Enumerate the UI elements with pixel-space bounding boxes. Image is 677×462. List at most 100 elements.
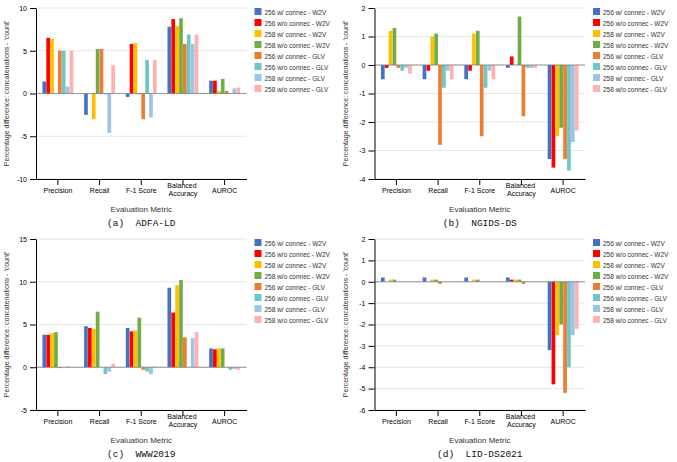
- y-tick-mark: [369, 151, 375, 152]
- bar: [525, 65, 529, 68]
- bar: [567, 65, 571, 170]
- x-tick-label: Balanced Accuracy: [506, 182, 537, 198]
- bar: [171, 19, 175, 93]
- x-tick: AUROC: [212, 179, 237, 194]
- legend-swatch: [593, 283, 600, 290]
- x-axis: PrecisionRecallF-1 ScoreBalanced Accurac…: [37, 410, 248, 429]
- y-tick-mark: [369, 282, 375, 283]
- x-tick: F-1 Score: [464, 410, 495, 425]
- x-tick: Balanced Accuracy: [167, 410, 198, 429]
- y-tick: -3: [359, 343, 374, 350]
- bar: [464, 65, 468, 79]
- x-tick: Precision: [382, 179, 411, 194]
- x-tick: F-1 Score: [126, 179, 157, 194]
- title: (b) NGIDS-DS: [443, 218, 517, 229]
- legend-item: 258 w/ connec - W2V: [593, 30, 665, 38]
- y-tick-label: 5: [23, 321, 27, 328]
- y-tick: 10: [19, 278, 36, 285]
- y-tick-label: -4: [359, 364, 365, 371]
- x-tick-mark: [224, 179, 225, 185]
- bar: [522, 65, 526, 116]
- bar: [430, 37, 434, 66]
- legend-swatch: [255, 305, 262, 312]
- bar: [145, 367, 149, 371]
- x-tick-label-line: Accuracy: [507, 190, 536, 198]
- grid-line: [36, 324, 247, 325]
- grid-line: [36, 93, 247, 94]
- title: (d) LID-DS2021: [437, 449, 523, 460]
- bar: [438, 65, 442, 145]
- legend: 256 w/ connec - W2V256 w/o connec - W2V2…: [255, 8, 331, 93]
- legend-label: 256 w/ connec - GLV: [265, 284, 326, 291]
- legend-item: 256 w/o connec - GLV: [255, 294, 329, 302]
- bar: [480, 65, 484, 136]
- baseline: [375, 281, 586, 282]
- y-tick: -4: [359, 176, 374, 183]
- legend-label: 256 w/o connec - GLV: [265, 64, 329, 71]
- x-axis: PrecisionRecallF-1 ScoreBalanced Accurac…: [37, 179, 248, 198]
- y-tick: -5: [21, 133, 36, 140]
- y-tick: -4: [359, 364, 374, 371]
- bar: [506, 277, 510, 281]
- x-tick-label: F-1 Score: [464, 187, 495, 194]
- x-axis: PrecisionRecallF-1 ScoreBalanced Accurac…: [375, 410, 586, 429]
- bar: [209, 348, 213, 367]
- y-tick-label: 0: [23, 364, 27, 371]
- x-tick-label: AUROC: [212, 187, 237, 194]
- x-tick-mark: [57, 179, 58, 185]
- grid-line: [36, 281, 247, 282]
- title: (c) WWW2019: [107, 449, 176, 460]
- x-tick-label: Recall: [90, 187, 110, 194]
- bar: [567, 282, 571, 368]
- bar: [183, 337, 187, 367]
- grid-line: [36, 136, 247, 137]
- x-tick: Balanced Accuracy: [506, 179, 537, 198]
- bar: [107, 94, 111, 133]
- bar: [149, 367, 153, 374]
- grid-line: [375, 8, 586, 9]
- legend-swatch: [593, 261, 600, 268]
- legend-swatch: [255, 41, 262, 48]
- panel: Precision Recall F-1 Score Balanced Accurac…: [342, 5, 670, 229]
- legend-label: 258 w/o connec - GLV: [603, 86, 667, 93]
- y-tick: 0: [23, 90, 36, 97]
- x-tick-mark: [438, 179, 439, 185]
- y-tick-mark: [30, 325, 36, 326]
- x-tick: Precision: [43, 410, 72, 425]
- x-tick-mark: [479, 410, 480, 416]
- y-tick: 1: [362, 33, 375, 40]
- x-tick-label: Precision: [43, 418, 72, 425]
- bar: [46, 38, 50, 94]
- y-tick: 2: [362, 236, 375, 243]
- bar: [100, 49, 104, 93]
- x-tick-mark: [224, 410, 225, 416]
- bar: [96, 312, 100, 368]
- x-tick: Balanced Accuracy: [506, 410, 537, 429]
- x-tick-mark: [563, 410, 564, 416]
- legend-label: 256 w/o connec - GLV: [265, 295, 329, 302]
- x-tick-label: Recall: [428, 187, 448, 194]
- x-tick-mark: [563, 179, 564, 185]
- bar: [191, 338, 195, 367]
- legend-swatch: [593, 272, 600, 279]
- bar: [66, 87, 70, 94]
- bar: [88, 328, 92, 367]
- x-tick-label-line: Balanced: [167, 182, 198, 189]
- y-tick-label: -4: [359, 176, 365, 183]
- legend-label: 256 w/ connec - W2V: [265, 240, 327, 247]
- y-tick-mark: [369, 410, 375, 411]
- y-tick: 2: [362, 5, 375, 12]
- bar: [84, 326, 88, 367]
- bar: [70, 51, 74, 94]
- y-axis: -6-5-4-3-2-1012: [359, 236, 375, 414]
- legend-item: 258 w/ connec - GLV: [593, 305, 664, 313]
- legend-swatch: [593, 294, 600, 301]
- bar: [134, 330, 138, 367]
- legend-swatch: [593, 63, 600, 70]
- bar: [175, 285, 179, 367]
- legend-item: 258 w/ connec - W2V: [255, 261, 327, 269]
- legend-item: 256 w/ connec - W2V: [593, 239, 665, 247]
- bar: [484, 65, 488, 88]
- bar: [209, 81, 213, 94]
- x-tick-label: Balanced Accuracy: [167, 413, 198, 429]
